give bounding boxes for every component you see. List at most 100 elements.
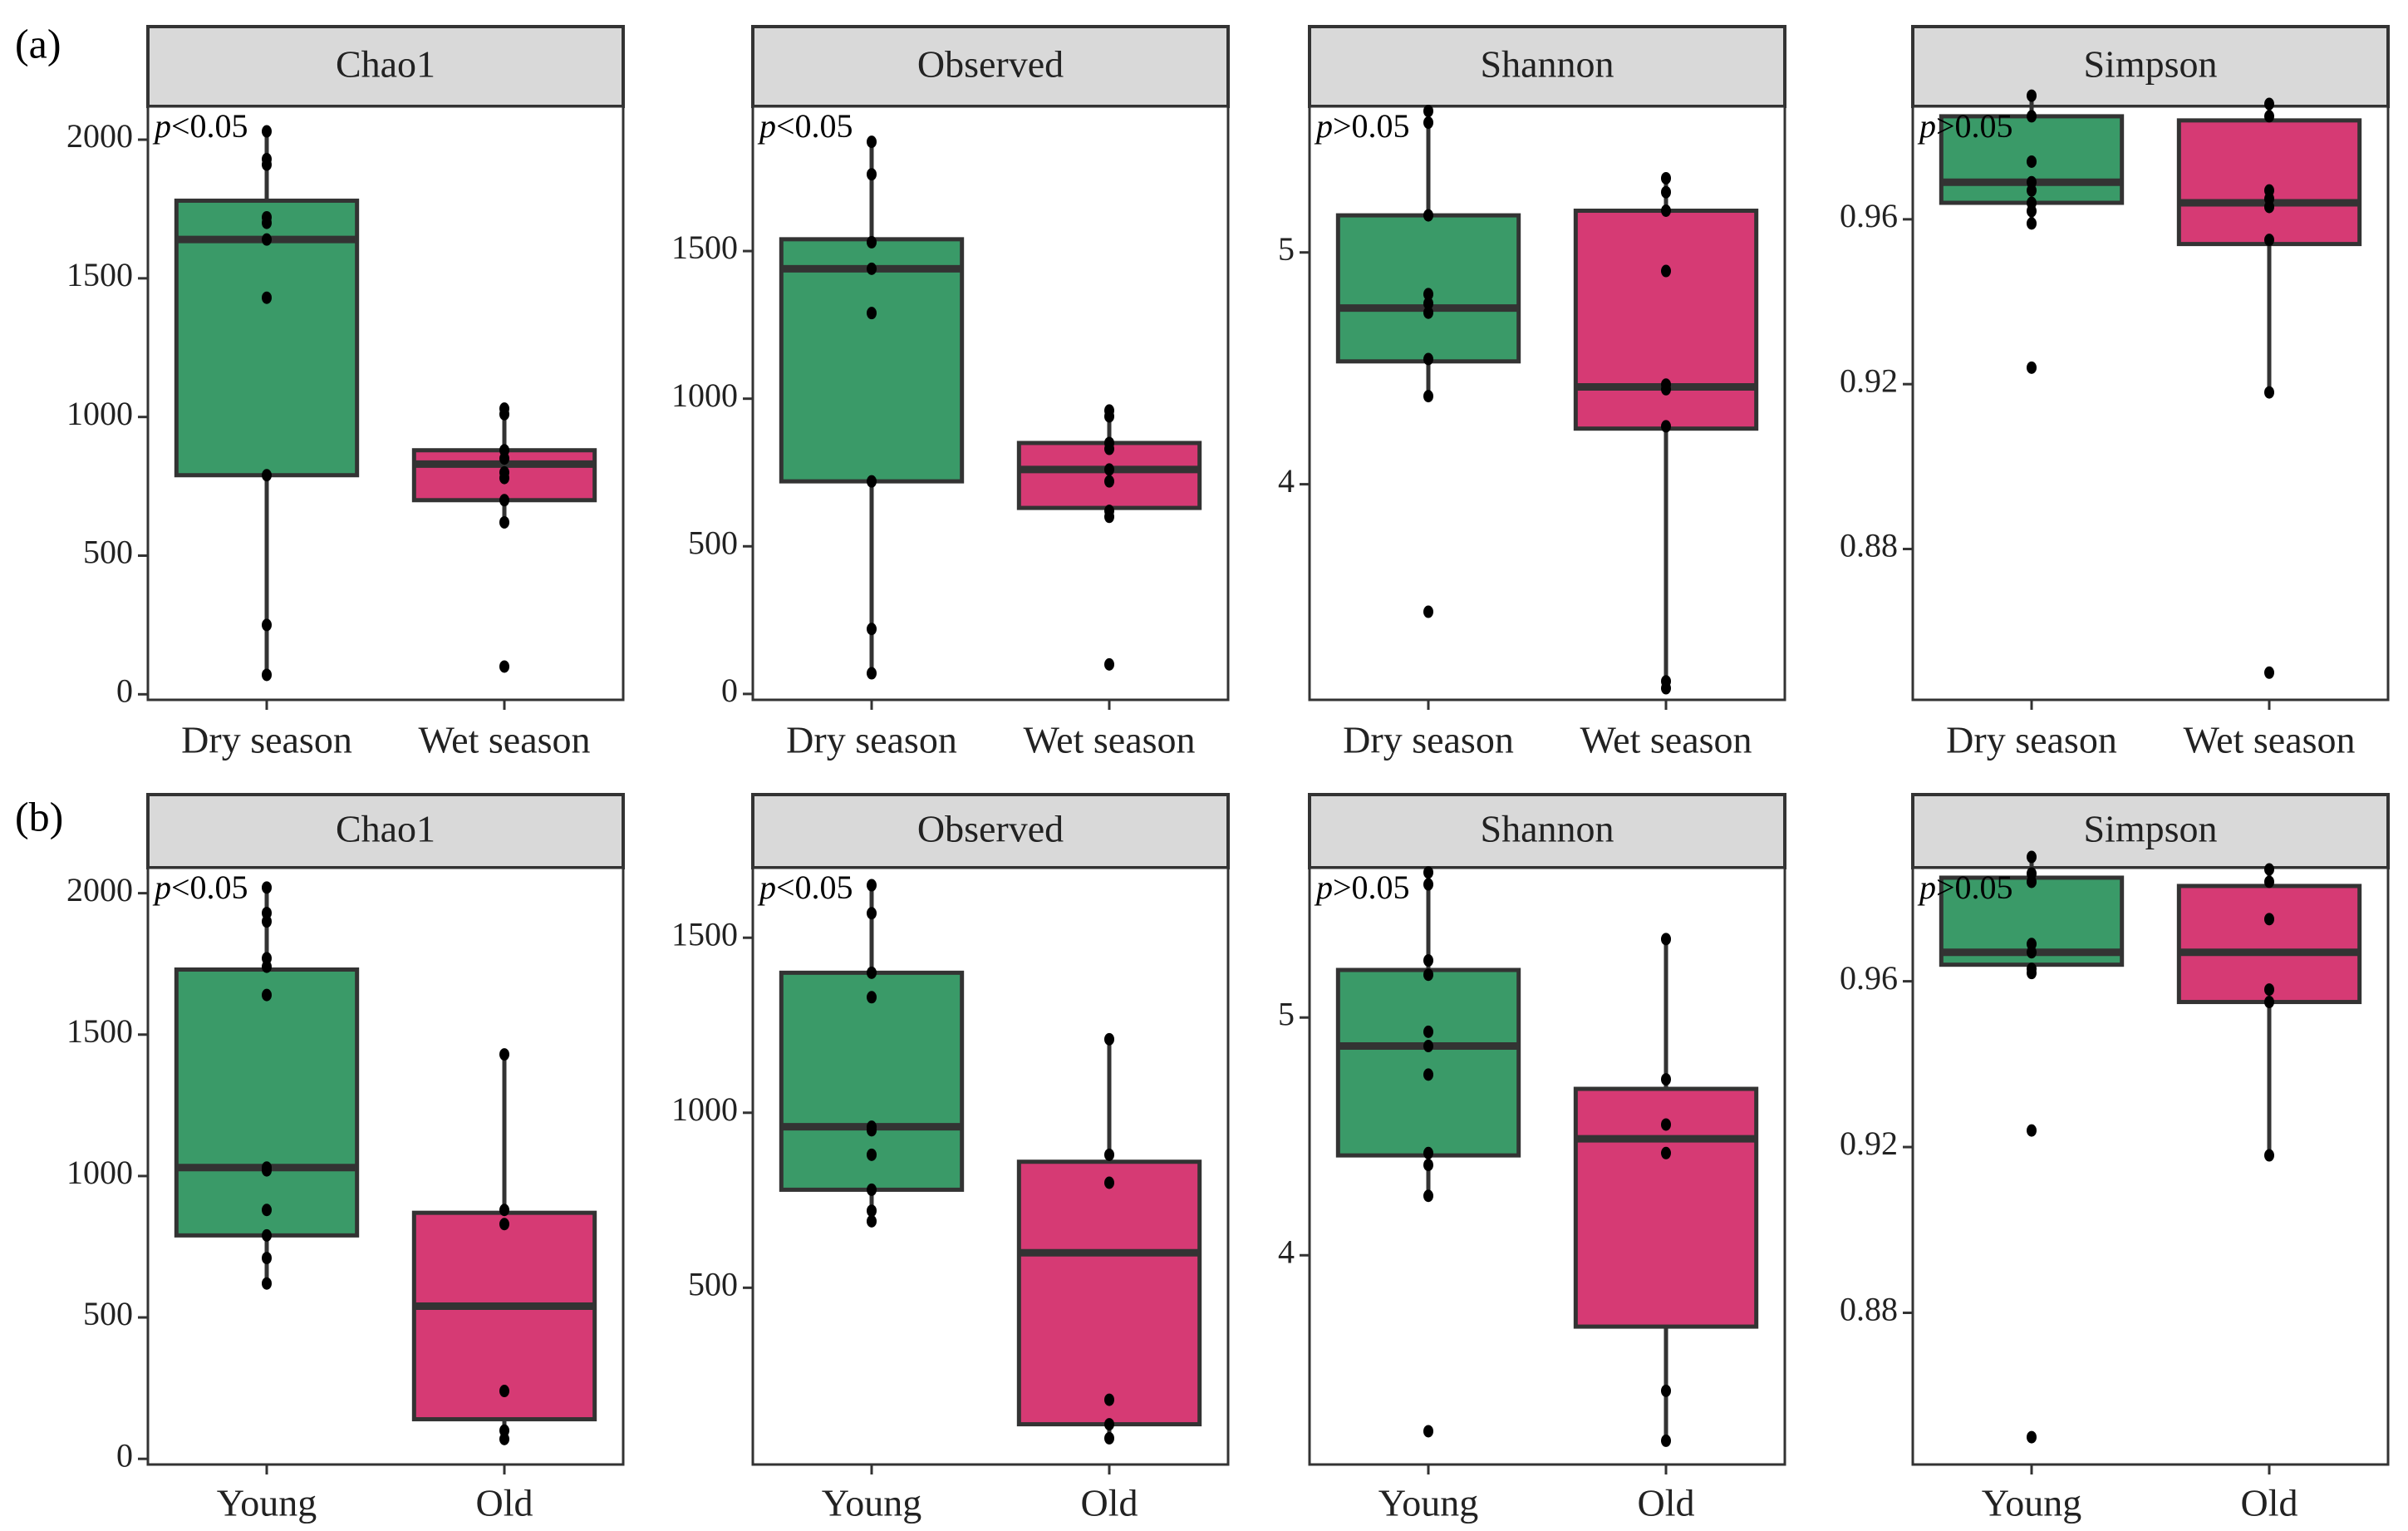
box-wet-season bbox=[2176, 97, 2362, 679]
box-young bbox=[1939, 850, 2125, 1444]
x-category-label: Old bbox=[1081, 1482, 1138, 1524]
y-tick-label: 4 bbox=[1278, 1233, 1295, 1270]
data-point bbox=[262, 233, 272, 246]
p-value-label: p<0.05 bbox=[152, 869, 248, 906]
data-point bbox=[1423, 209, 1433, 222]
facet-title: Shannon bbox=[1481, 43, 1614, 86]
data-point bbox=[2264, 97, 2274, 111]
y-tick-label: 0.88 bbox=[1840, 527, 1898, 564]
data-point bbox=[2027, 217, 2037, 230]
data-point bbox=[867, 262, 877, 275]
data-point bbox=[1661, 204, 1671, 218]
data-point bbox=[1104, 657, 1114, 671]
data-point bbox=[2264, 386, 2274, 399]
data-point bbox=[2264, 913, 2274, 926]
x-category-label: Wet season bbox=[1023, 719, 1195, 761]
y-tick-label: 0.92 bbox=[1840, 1125, 1898, 1162]
p-value-label: p>0.05 bbox=[1917, 869, 2013, 906]
data-point bbox=[262, 1164, 272, 1177]
data-point bbox=[1423, 1159, 1433, 1172]
data-point bbox=[1104, 1032, 1114, 1046]
p-threshold: >0.05 bbox=[1333, 869, 1410, 906]
data-point bbox=[262, 1204, 272, 1217]
x-category-label: Wet season bbox=[2183, 719, 2355, 761]
p-threshold: <0.05 bbox=[171, 107, 248, 145]
iqr-box bbox=[2176, 884, 2362, 1005]
y-tick-label: 1000 bbox=[66, 395, 133, 432]
x-category-label: Dry season bbox=[1946, 719, 2117, 761]
facet-title: Observed bbox=[917, 808, 1064, 850]
data-point bbox=[867, 135, 877, 149]
iqr-box bbox=[174, 967, 360, 1238]
y-tick-label: 1000 bbox=[671, 1090, 738, 1128]
facet-title: Simpson bbox=[2083, 808, 2217, 850]
data-point bbox=[2264, 863, 2274, 876]
data-point bbox=[867, 168, 877, 181]
y-tick-label: 0.96 bbox=[1840, 197, 1898, 234]
y-tick-label: 0.92 bbox=[1840, 362, 1898, 399]
data-point bbox=[1423, 352, 1433, 366]
data-point bbox=[262, 216, 272, 229]
facet-strip bbox=[1308, 25, 1786, 108]
box-old bbox=[2176, 863, 2362, 1162]
data-point bbox=[1423, 1146, 1433, 1159]
data-point bbox=[1423, 1425, 1433, 1438]
data-point bbox=[867, 879, 877, 892]
data-point bbox=[262, 881, 272, 894]
data-point bbox=[499, 660, 509, 673]
facet-strip bbox=[1308, 793, 1786, 869]
data-point bbox=[262, 1252, 272, 1265]
y-tick-label: 500 bbox=[688, 1266, 738, 1303]
box-young bbox=[779, 879, 965, 1228]
data-point bbox=[1423, 1040, 1433, 1053]
p-value-label: p>0.05 bbox=[1314, 869, 1410, 906]
data-point bbox=[1104, 1418, 1114, 1431]
facet-title: Simpson bbox=[2083, 43, 2217, 86]
data-point bbox=[499, 1432, 509, 1445]
box-dry-season bbox=[1335, 105, 1521, 618]
p-threshold: >0.05 bbox=[1333, 107, 1410, 145]
y-tick-label: 2000 bbox=[66, 117, 133, 155]
y-tick-label: 500 bbox=[83, 1295, 133, 1332]
data-point bbox=[867, 1148, 877, 1161]
x-category-label: Young bbox=[822, 1482, 922, 1524]
data-point bbox=[1104, 1176, 1114, 1189]
y-tick-label: 0 bbox=[116, 1436, 133, 1474]
data-point bbox=[867, 623, 877, 636]
data-point bbox=[1104, 475, 1114, 488]
p-symbol: p bbox=[1917, 107, 1936, 145]
data-point bbox=[867, 966, 877, 979]
y-tick-label: 0 bbox=[721, 672, 738, 709]
panel-b-simpson: Simpson 0.88 0.92 0.96 Young Old p>0.05 bbox=[1840, 793, 2390, 1524]
x-category-label: Young bbox=[1378, 1482, 1479, 1524]
p-threshold: >0.05 bbox=[1936, 107, 2013, 145]
y-tick-label: 4 bbox=[1278, 462, 1295, 500]
facet-title: Shannon bbox=[1481, 808, 1614, 850]
p-value-label: p>0.05 bbox=[1917, 107, 2013, 145]
plot-frame bbox=[1911, 866, 2390, 1466]
data-point bbox=[867, 307, 877, 320]
panel-b-shannon: Shannon 4 5 Young Old p>0.05 bbox=[1278, 793, 1786, 1524]
y-tick-label: 5 bbox=[1278, 230, 1295, 268]
panel-a-chao1: Chao1 0 500 1000 1500 2000 Dry season Wet seaso… bbox=[66, 25, 625, 761]
data-point bbox=[1661, 264, 1671, 278]
y-tick-label: 500 bbox=[688, 524, 738, 561]
data-point bbox=[2264, 996, 2274, 1009]
facet-title: Observed bbox=[917, 43, 1064, 86]
data-point bbox=[1104, 510, 1114, 524]
data-point bbox=[2027, 850, 2037, 864]
box-old bbox=[1573, 933, 1759, 1447]
iqr-box bbox=[2176, 118, 2362, 247]
data-point bbox=[1423, 116, 1433, 130]
p-threshold: <0.05 bbox=[171, 869, 248, 906]
box-old bbox=[1016, 1032, 1202, 1445]
panel-letter-b: (b) bbox=[15, 793, 63, 839]
data-point bbox=[1104, 1148, 1114, 1161]
x-category-label: Young bbox=[1982, 1482, 2082, 1524]
data-point bbox=[1661, 1434, 1671, 1447]
data-point bbox=[262, 125, 272, 138]
data-point bbox=[2027, 967, 2037, 980]
y-tick-label: 0 bbox=[116, 672, 133, 709]
y-tick-label: 1500 bbox=[66, 1012, 133, 1050]
